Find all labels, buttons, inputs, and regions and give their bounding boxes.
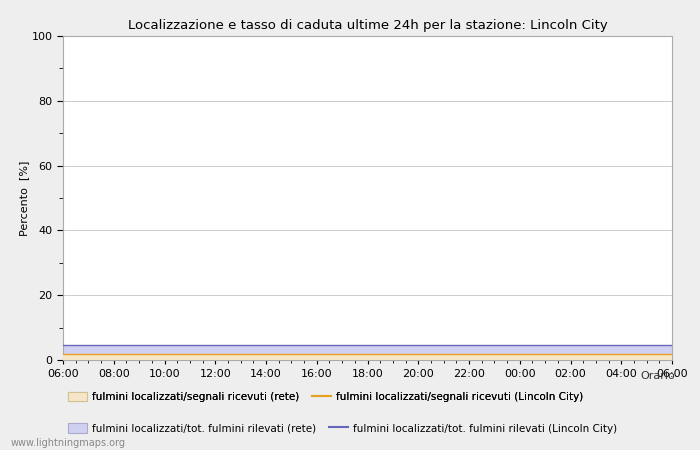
Y-axis label: Percento  [%]: Percento [%] (19, 160, 29, 236)
Text: www.lightningmaps.org: www.lightningmaps.org (10, 438, 125, 448)
Legend: fulmini localizzati/segnali ricevuti (rete), fulmini localizzati/segnali ricevut: fulmini localizzati/segnali ricevuti (re… (68, 392, 583, 402)
Text: Orario: Orario (640, 371, 676, 381)
Legend: fulmini localizzati/tot. fulmini rilevati (rete), fulmini localizzati/tot. fulmi: fulmini localizzati/tot. fulmini rilevat… (68, 423, 617, 433)
Title: Localizzazione e tasso di caduta ultime 24h per la stazione: Lincoln City: Localizzazione e tasso di caduta ultime … (127, 19, 608, 32)
